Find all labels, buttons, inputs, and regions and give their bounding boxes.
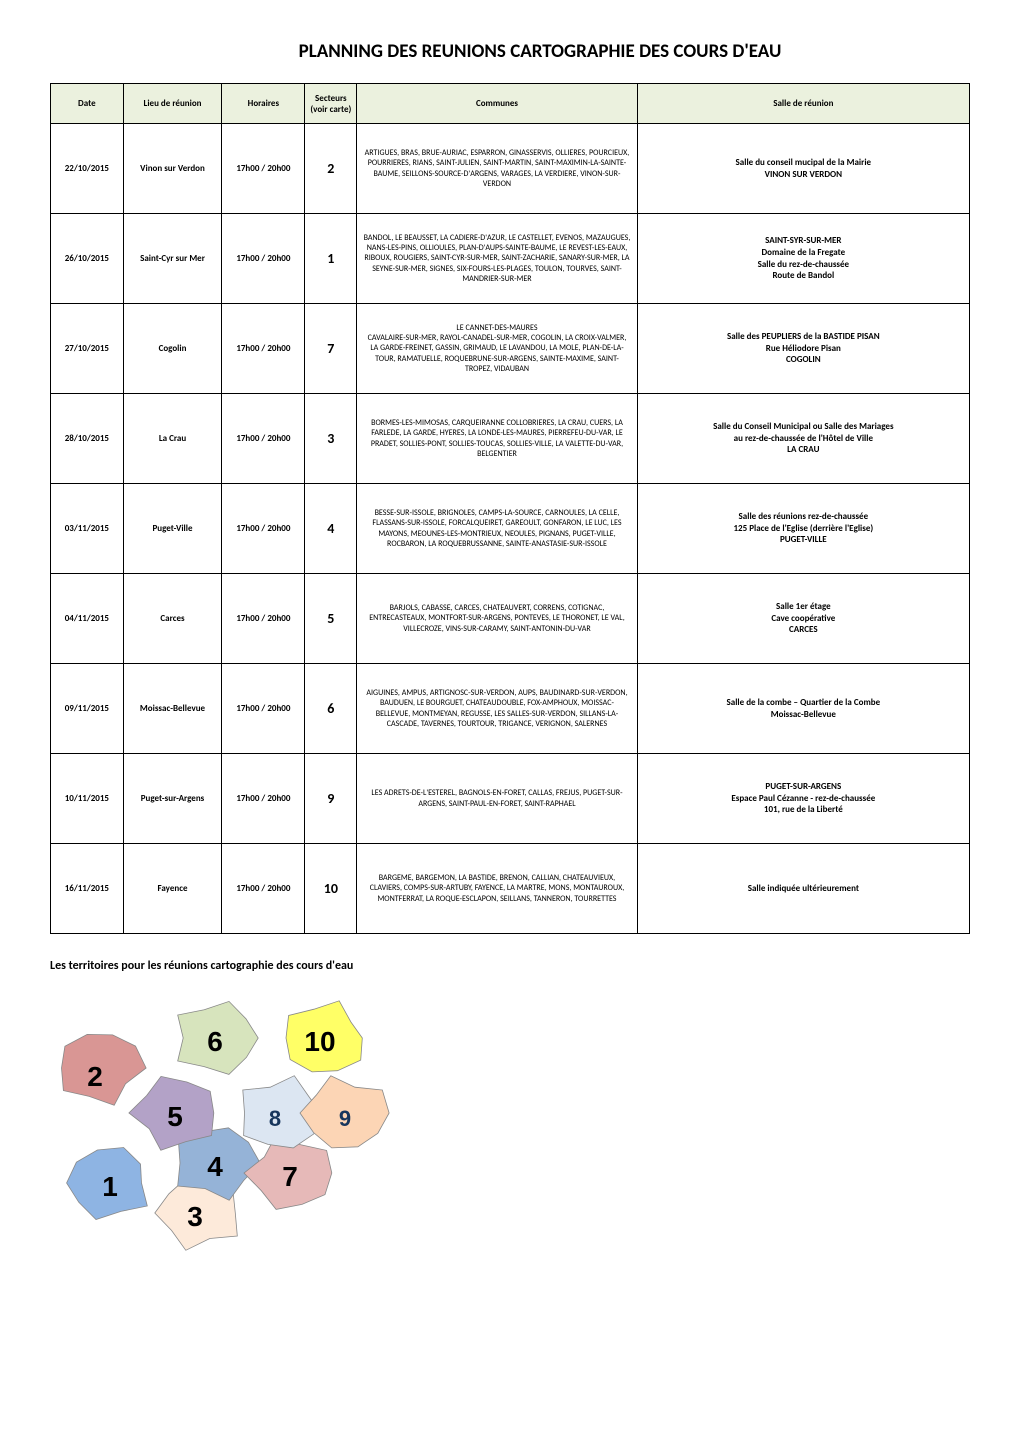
- header-secteurs: Secteurs (voir carte): [305, 84, 357, 124]
- table-row: 28/10/2015La Crau17h00 / 20h003BORMES-LE…: [51, 394, 970, 484]
- cell-secteur: 6: [305, 664, 357, 754]
- cell-horaires: 17h00 / 20h00: [222, 574, 305, 664]
- header-horaires: Horaires: [222, 84, 305, 124]
- map-label-8: 8: [269, 1106, 281, 1131]
- cell-secteur: 4: [305, 484, 357, 574]
- cell-secteur: 10: [305, 844, 357, 934]
- cell-horaires: 17h00 / 20h00: [222, 394, 305, 484]
- cell-salle: Salle 1er étageCave coopérativeCARCES: [637, 574, 969, 664]
- cell-communes: LE CANNET-DES-MAURESCAVALAIRE-SUR-MER, R…: [357, 304, 637, 394]
- cell-date: 27/10/2015: [51, 304, 124, 394]
- map-label-10: 10: [304, 1026, 335, 1057]
- cell-communes: BESSE-SUR-ISSOLE, BRIGNOLES, CAMPS-LA-SO…: [357, 484, 637, 574]
- cell-date: 28/10/2015: [51, 394, 124, 484]
- cell-date: 16/11/2015: [51, 844, 124, 934]
- cell-salle: Salle des réunions rez-de-chaussée125 Pl…: [637, 484, 969, 574]
- map-region-2: [62, 1034, 147, 1105]
- cell-horaires: 17h00 / 20h00: [222, 754, 305, 844]
- cell-lieu: Vinon sur Verdon: [123, 124, 222, 214]
- cell-lieu: Moissac-Bellevue: [123, 664, 222, 754]
- cell-date: 03/11/2015: [51, 484, 124, 574]
- footer-text: Les territoires pour les réunions cartog…: [50, 959, 970, 973]
- cell-salle: SAINT-SYR-SUR-MERDomaine de la FregateSa…: [637, 214, 969, 304]
- cell-horaires: 17h00 / 20h00: [222, 484, 305, 574]
- cell-lieu: Puget-sur-Argens: [123, 754, 222, 844]
- cell-lieu: Puget-Ville: [123, 484, 222, 574]
- cell-communes: BORMES-LES-MIMOSAS, CARQUEIRANNE COLLOBR…: [357, 394, 637, 484]
- cell-lieu: Saint-Cyr sur Mer: [123, 214, 222, 304]
- map-label-3: 3: [187, 1201, 203, 1232]
- cell-secteur: 2: [305, 124, 357, 214]
- cell-salle: Salle indiquée ultérieurement: [637, 844, 969, 934]
- cell-horaires: 17h00 / 20h00: [222, 124, 305, 214]
- table-row: 09/11/2015Moissac-Bellevue17h00 / 20h006…: [51, 664, 970, 754]
- table-row: 26/10/2015Saint-Cyr sur Mer17h00 / 20h00…: [51, 214, 970, 304]
- map-label-6: 6: [207, 1026, 223, 1057]
- map-label-5: 5: [167, 1101, 183, 1132]
- map-label-4: 4: [207, 1151, 223, 1182]
- cell-communes: AIGUINES, AMPUS, ARTIGNOSC-SUR-VERDON, A…: [357, 664, 637, 754]
- map-label-7: 7: [282, 1161, 298, 1192]
- map-label-2: 2: [87, 1061, 103, 1092]
- cell-communes: ARTIGUES, BRAS, BRUE-AURIAC, ESPARRON, G…: [357, 124, 637, 214]
- table-row: 04/11/2015Carces17h00 / 20h005BARJOLS, C…: [51, 574, 970, 664]
- cell-salle: Salle du Conseil Municipal ou Salle des …: [637, 394, 969, 484]
- table-row: 27/10/2015Cogolin17h00 / 20h007LE CANNET…: [51, 304, 970, 394]
- table-header-row: Date Lieu de réunion Horaires Secteurs (…: [51, 84, 970, 124]
- cell-communes: BARGEME, BARGEMON, LA BASTIDE, BRENON, C…: [357, 844, 637, 934]
- cell-horaires: 17h00 / 20h00: [222, 844, 305, 934]
- cell-horaires: 17h00 / 20h00: [222, 304, 305, 394]
- cell-date: 26/10/2015: [51, 214, 124, 304]
- table-row: 03/11/2015Puget-Ville17h00 / 20h004BESSE…: [51, 484, 970, 574]
- cell-communes: BARJOLS, CABASSE, CARCES, CHATEAUVERT, C…: [357, 574, 637, 664]
- cell-secteur: 9: [305, 754, 357, 844]
- table-row: 16/11/2015Fayence17h00 / 20h0010BARGEME,…: [51, 844, 970, 934]
- cell-date: 09/11/2015: [51, 664, 124, 754]
- cell-communes: LES ADRETS-DE-L'ESTEREL, BAGNOLS-EN-FORE…: [357, 754, 637, 844]
- cell-salle: Salle des PEUPLIERS de la BASTIDE PISANR…: [637, 304, 969, 394]
- cell-secteur: 5: [305, 574, 357, 664]
- cell-lieu: Fayence: [123, 844, 222, 934]
- cell-horaires: 17h00 / 20h00: [222, 664, 305, 754]
- header-salle: Salle de réunion: [637, 84, 969, 124]
- planning-table: Date Lieu de réunion Horaires Secteurs (…: [50, 83, 970, 934]
- map-svg: 1 2 345 6 7 8 9 10: [55, 988, 455, 1268]
- cell-secteur: 7: [305, 304, 357, 394]
- header-lieu: Lieu de réunion: [123, 84, 222, 124]
- cell-salle: Salle du conseil mucipal de la MairieVIN…: [637, 124, 969, 214]
- header-date: Date: [51, 84, 124, 124]
- territory-map: 1 2 345 6 7 8 9 10: [55, 988, 455, 1268]
- cell-date: 04/11/2015: [51, 574, 124, 664]
- table-row: 22/10/2015Vinon sur Verdon17h00 / 20h002…: [51, 124, 970, 214]
- map-label-9: 9: [339, 1106, 351, 1131]
- map-label-1: 1: [102, 1171, 118, 1202]
- page-title: PLANNING DES REUNIONS CARTOGRAPHIE DES C…: [50, 40, 970, 63]
- cell-date: 10/11/2015: [51, 754, 124, 844]
- cell-salle: PUGET-SUR-ARGENSEspace Paul Cézanne - re…: [637, 754, 969, 844]
- header-communes: Communes: [357, 84, 637, 124]
- cell-date: 22/10/2015: [51, 124, 124, 214]
- cell-secteur: 3: [305, 394, 357, 484]
- cell-horaires: 17h00 / 20h00: [222, 214, 305, 304]
- table-row: 10/11/2015Puget-sur-Argens17h00 / 20h009…: [51, 754, 970, 844]
- cell-lieu: Carces: [123, 574, 222, 664]
- cell-lieu: La Crau: [123, 394, 222, 484]
- cell-salle: Salle de la combe – Quartier de la Combe…: [637, 664, 969, 754]
- cell-lieu: Cogolin: [123, 304, 222, 394]
- cell-secteur: 1: [305, 214, 357, 304]
- cell-communes: BANDOL, LE BEAUSSET, LA CADIERE-D'AZUR, …: [357, 214, 637, 304]
